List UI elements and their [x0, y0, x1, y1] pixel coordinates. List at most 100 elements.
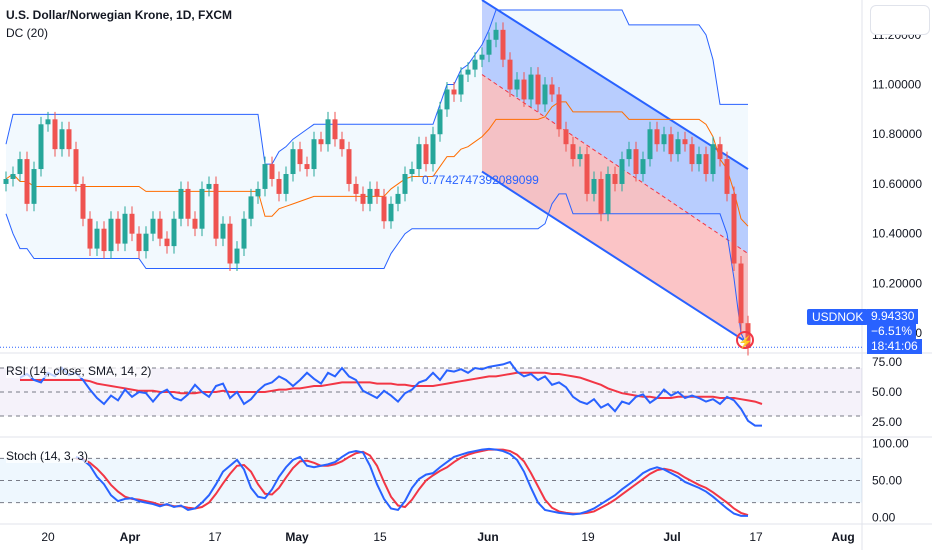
time-axis-tick: 17	[208, 530, 222, 544]
price-axis-tick: 10.60000	[872, 177, 922, 191]
candle-body	[374, 188, 380, 197]
candle-body	[654, 129, 660, 145]
candle-body	[311, 139, 317, 170]
rsi-axis-tick: 75.00	[872, 355, 902, 369]
candle-body	[535, 74, 541, 105]
change-tag: −6.51%	[867, 324, 917, 339]
candle-body	[38, 124, 44, 170]
candle-body	[318, 139, 324, 145]
candle-body	[633, 149, 639, 175]
candle-body	[157, 218, 163, 239]
candle-body	[220, 223, 226, 239]
candle-body	[150, 218, 156, 234]
candle-body	[437, 109, 443, 135]
candle-body	[206, 183, 212, 189]
candle-body	[612, 174, 618, 184]
candle-body	[325, 119, 331, 145]
candle-body	[3, 178, 9, 184]
rsi-axis-tick: 25.00	[872, 415, 902, 429]
candle-body	[269, 164, 275, 179]
channel-annotation: 0.7742747392089099	[422, 173, 539, 187]
candle-body	[381, 196, 387, 222]
candle-body	[724, 159, 730, 194]
candle-body	[262, 164, 268, 189]
candle-body	[409, 169, 415, 175]
candle-body	[731, 193, 737, 264]
candle-body	[570, 144, 576, 160]
channel-upper-fill	[482, 0, 748, 254]
candle-body	[507, 59, 513, 90]
candle-body	[556, 94, 562, 130]
candle-body	[619, 159, 625, 184]
candle-body	[528, 74, 534, 100]
candle-body	[696, 154, 702, 165]
countdown-tag: 18:41:06	[867, 339, 922, 354]
channel-upper-line	[481, 0, 749, 170]
candle-body	[472, 59, 478, 70]
candle-body	[199, 188, 205, 229]
candle-body	[598, 178, 604, 214]
candle-body	[73, 149, 79, 184]
candle-body	[402, 174, 408, 194]
donchian-upper	[5, 9, 748, 165]
last-price-tag: 9.94330	[867, 309, 919, 324]
candle-body	[626, 149, 632, 160]
candle-body	[332, 119, 338, 140]
candle-body	[234, 248, 240, 264]
candle-body	[52, 119, 58, 150]
price-axis-tick: 11.00000	[872, 78, 921, 92]
candle-body	[458, 74, 464, 95]
candle-body	[367, 188, 373, 204]
symbol-tag: USDNOK	[807, 309, 869, 325]
candle-body	[241, 218, 247, 249]
candle-body	[171, 218, 177, 247]
candle-body	[514, 79, 520, 90]
candle-body	[129, 213, 135, 234]
candle-body	[80, 183, 86, 219]
candle-body	[430, 134, 436, 165]
channel-lower-fill	[482, 74, 748, 344]
candle-body	[738, 263, 744, 324]
time-axis-tick: 20	[41, 530, 55, 544]
time-axis-tick: Aug	[831, 530, 854, 544]
candle-body	[486, 39, 492, 55]
time-axis-tick: 19	[581, 530, 595, 544]
candle-body	[703, 154, 709, 175]
stoch-axis-tick: 100.00	[872, 437, 909, 451]
stoch-axis-tick: 0.00	[872, 510, 896, 524]
symbol-title: U.S. Dollar/Norwegian Krone, 1D, FXCM	[6, 8, 233, 22]
candle-body	[591, 178, 597, 194]
time-axis-tick: Apr	[120, 530, 141, 544]
indicator-label: DC (20)	[6, 26, 49, 40]
donchian-lower	[5, 193, 749, 349]
flash-icon[interactable]: ⚡	[736, 331, 754, 349]
candle-body	[101, 228, 107, 252]
time-axis-tick: 17	[749, 530, 763, 544]
candle-body	[45, 119, 51, 125]
candle-body	[563, 129, 569, 145]
candle-body	[640, 159, 646, 175]
candle-body	[605, 174, 611, 214]
candle-body	[521, 79, 527, 100]
candle-body	[108, 218, 114, 252]
candle-body	[227, 223, 233, 264]
candle-body	[395, 193, 401, 204]
candle-body	[59, 129, 65, 150]
candle-body	[115, 218, 121, 244]
time-axis-tick: May	[285, 530, 309, 544]
candle-body	[136, 233, 142, 252]
candle-body	[178, 188, 184, 219]
candle-body	[465, 69, 471, 75]
candle-body	[31, 169, 37, 204]
candle-body	[360, 193, 366, 204]
channel-lower-line	[481, 170, 749, 344]
price-axis-tick: 10.20000	[872, 276, 922, 290]
candle-body	[276, 178, 282, 194]
candle-body	[255, 188, 261, 197]
candle-body	[416, 144, 422, 170]
candle-body	[479, 54, 485, 60]
candle-body	[584, 154, 590, 194]
candle-body	[451, 89, 457, 95]
rsi-pane-label: RSI (14, close, SMA, 14, 2)	[6, 364, 152, 378]
